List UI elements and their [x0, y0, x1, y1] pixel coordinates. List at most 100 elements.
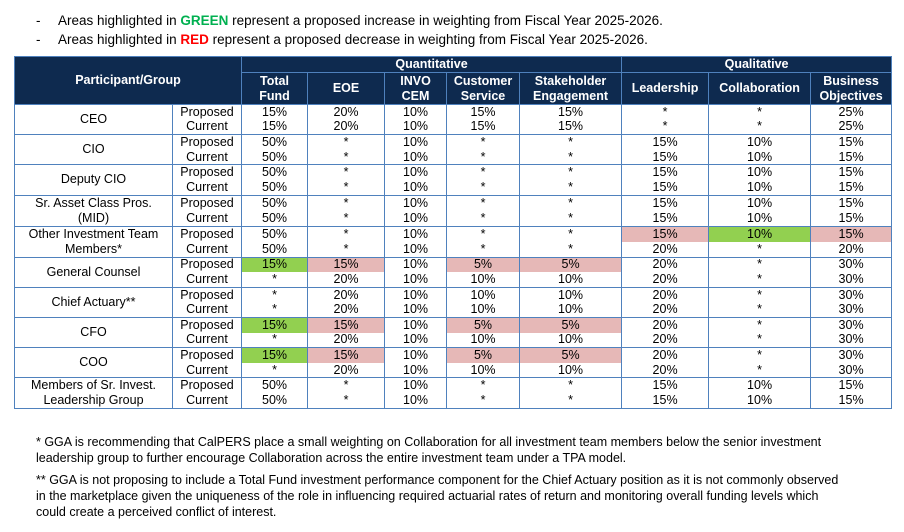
cell: 50% [241, 179, 309, 196]
first-column-header: Participant/Group [13, 56, 243, 105]
cell: 15% [810, 393, 893, 410]
cell: 15% [621, 149, 710, 166]
cell: 10% [384, 119, 448, 136]
cell: 10% [519, 332, 623, 349]
group-name: Members of Sr. Invest. Leadership Group [14, 377, 173, 410]
cell: 10% [384, 347, 448, 363]
weighting-table: Participant/Group Quantitative Qualitativ… [13, 56, 893, 410]
cell: 10% [384, 241, 448, 258]
table-row: Sr. Asset Class Pros. (MID) Proposed 50% * 1… [14, 195, 893, 227]
cell: 10% [446, 287, 521, 303]
cell: 25% [810, 104, 893, 120]
group-name: Chief Actuary** [14, 287, 173, 318]
cell: * [446, 134, 521, 150]
row-label: Proposed [171, 377, 243, 394]
cell: 10% [384, 149, 448, 166]
row-label: Current [171, 241, 243, 258]
row-label: Current [171, 149, 243, 166]
cell: * [446, 195, 521, 211]
cell: 30% [810, 362, 893, 379]
footnotes: * GGA is recommending that CalPERS place… [36, 434, 846, 526]
row-label: Current [171, 272, 243, 288]
table-row: General Counsel Proposed 15% 15% 10% 5% 5% 20% *… [14, 257, 893, 288]
group-name: Sr. Asset Class Pros. (MID) [14, 195, 173, 227]
column-header: Customer Service [446, 72, 521, 105]
column-header: Total Fund [241, 72, 309, 105]
cell: 10% [708, 134, 812, 150]
cell: * [519, 195, 623, 211]
group-name: General Counsel [14, 257, 173, 288]
table-row: Current 50% * 10% * * 15% 10% 15% [15, 393, 893, 410]
cell: 5% [519, 317, 623, 333]
cell: 15% [307, 317, 386, 333]
table-row: CIO Proposed 50% * 10% * * 15% 10% 15% [14, 134, 893, 166]
group-header: Quantitative [241, 56, 623, 73]
note-keyword: GREEN [180, 13, 229, 28]
cell: 15% [810, 195, 893, 211]
note-text: Areas highlighted in [58, 13, 181, 28]
cell: 50% [241, 134, 309, 150]
cell: 15% [621, 179, 710, 196]
cell: * [307, 179, 386, 196]
cell: 10% [446, 272, 521, 288]
cell: * [519, 393, 623, 410]
cell: * [241, 362, 309, 379]
header-row: Total Fund EOE INVO CEM Customer Service Sta… [15, 72, 893, 105]
table-row: CFO Proposed 15% 15% 10% 5% 5% 20% * 30% [14, 317, 893, 349]
cell: 50% [241, 377, 309, 394]
table-row: Other Investment Team Members* Proposed 50… [14, 226, 893, 258]
row-label: Current [171, 302, 243, 318]
cell: * [519, 210, 623, 227]
cell: 50% [241, 149, 309, 166]
cell: 15% [519, 119, 623, 136]
table-row: Current 50% * 10% * * 15% 10% 15% [15, 210, 893, 227]
cell: 50% [241, 226, 309, 242]
cell: 10% [384, 179, 448, 196]
cell: 10% [519, 302, 623, 318]
cell: 20% [621, 362, 710, 379]
cell: 15% [307, 257, 386, 273]
cell: 20% [621, 317, 710, 333]
row-label: Proposed [171, 134, 243, 150]
table-row: COO Proposed 15% 15% 10% 5% 5% 20% * 30% [14, 347, 893, 379]
cell: * [519, 134, 623, 150]
cell: 10% [708, 164, 812, 180]
cell: 15% [810, 226, 893, 242]
cell: * [446, 210, 521, 227]
table-row: CEO Proposed 15% 20% 10% 15% 15% * * 25% [14, 104, 893, 136]
group-name: CFO [14, 317, 173, 349]
cell: 10% [384, 257, 448, 273]
cell: 25% [810, 119, 893, 136]
cell: 20% [621, 257, 710, 273]
cell: * [519, 241, 623, 258]
cell: 5% [519, 347, 623, 363]
cell: 10% [384, 226, 448, 242]
cell: * [307, 241, 386, 258]
cell: 10% [384, 393, 448, 410]
column-header: Business Objectives [810, 72, 893, 105]
cell: * [708, 302, 812, 318]
cell: 5% [519, 257, 623, 273]
cell: 30% [810, 347, 893, 363]
cell: 15% [621, 226, 710, 242]
cell: 10% [708, 179, 812, 196]
cell: * [708, 347, 812, 363]
cell: 10% [708, 393, 812, 410]
cell: 10% [446, 302, 521, 318]
cell: * [519, 149, 623, 166]
cell: 10% [708, 210, 812, 227]
table-row: Current * 20% 10% 10% 10% 20% * 30% [15, 332, 893, 349]
row-label: Current [171, 210, 243, 227]
cell: 10% [708, 377, 812, 394]
column-header: Stakeholder Engagement [519, 72, 623, 105]
cell: 20% [307, 287, 386, 303]
cell: 10% [519, 287, 623, 303]
row-label: Proposed [171, 347, 243, 363]
cell: 20% [621, 347, 710, 363]
cell: * [519, 179, 623, 196]
bullet: - [36, 13, 41, 28]
cell: 20% [307, 362, 386, 379]
table-header: Participant/Group Quantitative Qualitativ… [13, 56, 893, 105]
cell: 30% [810, 257, 893, 273]
cell: 20% [621, 241, 710, 258]
